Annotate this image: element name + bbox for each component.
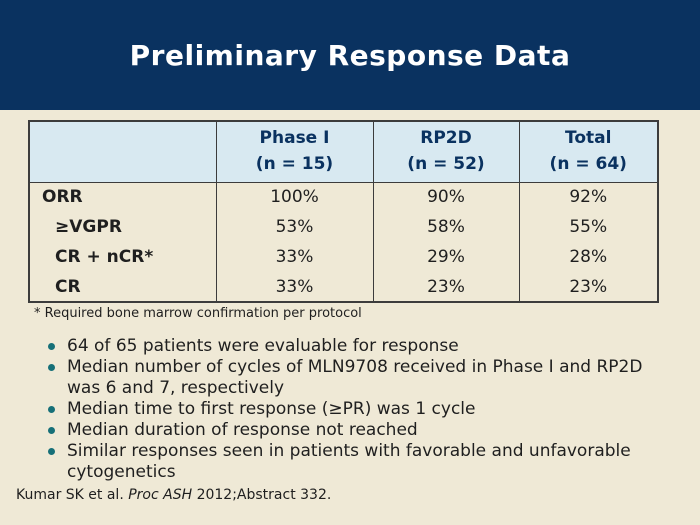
bullet-icon — [48, 427, 55, 434]
bullet-icon — [48, 364, 55, 371]
col-header-total: Total (n = 64) — [518, 121, 658, 183]
orr-total-value: 92% — [518, 182, 658, 212]
bullet-item: Similar responses seen in patients with … — [46, 441, 664, 483]
citation-prefix: Kumar SK et al. — [16, 487, 129, 503]
bullet-item: 64 of 65 patients were evaluable for res… — [46, 336, 664, 357]
orr-phase1-value: 100% — [215, 182, 373, 212]
bullet-text: Median duration of response not reached — [67, 420, 418, 440]
table-row-orr: ORR 100% 90% 92% — [29, 182, 658, 212]
table-row-cr-ncr: CR + nCR* 33% 29% 28% — [29, 242, 658, 272]
vgpr-rp2d-value: 58% — [372, 212, 519, 242]
citation: Kumar SK et al. Proc ASH 2012;Abstract 3… — [16, 487, 331, 503]
vgpr-phase1-value: 53% — [215, 212, 373, 242]
row-label-vgpr: ≥VGPR — [55, 217, 122, 237]
orr-rp2d-value: 90% — [372, 182, 519, 212]
citation-suffix: 2012;Abstract 332. — [192, 487, 332, 503]
bullet-icon — [48, 343, 55, 350]
table-header-row: Phase I (n = 15) RP2D (n = 52) Total (n … — [29, 121, 658, 183]
slide-title: Preliminary Response Data — [129, 38, 571, 72]
row-label-orr: ORR — [42, 187, 83, 208]
vgpr-total-value: 55% — [518, 212, 658, 242]
bullet-item: Median duration of response not reached — [46, 420, 664, 441]
bullet-icon — [48, 448, 55, 455]
bullet-list: 64 of 65 patients were evaluable for res… — [46, 336, 664, 483]
col-header-phase1-label: Phase I — [259, 128, 330, 149]
col-header-total-n: (n = 64) — [549, 153, 627, 174]
cr-total-value: 23% — [518, 272, 658, 302]
cr-ncr-rp2d-value: 29% — [372, 242, 519, 272]
table-corner-cell — [29, 121, 216, 183]
citation-journal: Proc ASH — [128, 487, 193, 503]
cr-rp2d-value: 23% — [372, 272, 519, 302]
cr-phase1-value: 33% — [215, 272, 373, 302]
row-label-cr: CR — [55, 276, 81, 297]
bullet-icon — [48, 406, 55, 413]
cr-ncr-total-value: 28% — [518, 242, 658, 272]
response-data-table: Phase I (n = 15) RP2D (n = 52) Total (n … — [28, 120, 659, 303]
col-header-total-label: Total — [565, 128, 612, 149]
bullet-text: Median time to first response (≥PR) was … — [67, 399, 476, 419]
col-header-phase1: Phase I (n = 15) — [215, 121, 373, 183]
col-header-rp2d: RP2D (n = 52) — [372, 121, 519, 183]
cr-ncr-phase1-value: 33% — [215, 242, 373, 272]
col-header-rp2d-label: RP2D — [420, 128, 472, 149]
table-row-cr: CR 33% 23% 23% — [29, 272, 658, 302]
bullet-text: 64 of 65 patients were evaluable for res… — [67, 336, 459, 356]
bullet-text: Similar responses seen in patients with … — [67, 441, 631, 482]
bullet-text: Median number of cycles of MLN9708 recei… — [67, 357, 643, 398]
title-bar: Preliminary Response Data — [0, 0, 700, 110]
bullet-item: Median time to first response (≥PR) was … — [46, 399, 664, 420]
col-header-rp2d-n: (n = 52) — [407, 153, 485, 174]
table-row-vgpr: ≥VGPR 53% 58% 55% — [29, 212, 658, 242]
col-header-phase1-n: (n = 15) — [255, 153, 334, 174]
bullet-item: Median number of cycles of MLN9708 recei… — [46, 357, 664, 399]
table-footnote: * Required bone marrow confirmation per … — [34, 306, 362, 321]
row-label-cr-ncr: CR + nCR* — [55, 247, 154, 267]
